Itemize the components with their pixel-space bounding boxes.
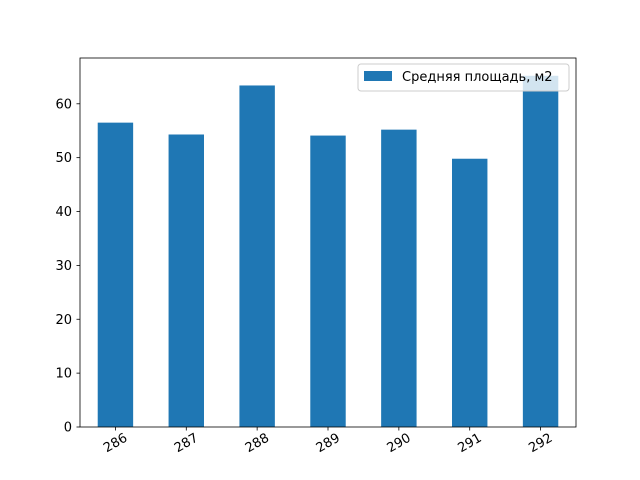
y-tick-label: 40 [55, 205, 72, 220]
y-tick-label: 60 [55, 97, 72, 112]
bar-288 [239, 85, 275, 427]
y-tick-label: 30 [55, 259, 72, 274]
x-tick-label-292: 292 [526, 431, 555, 456]
bar-289 [310, 135, 346, 427]
y-tick-label: 0 [64, 421, 72, 436]
x-tick-label-290: 290 [385, 431, 414, 456]
x-tick-label-289: 289 [314, 431, 343, 456]
legend-label: Средняя площадь, м2 [402, 70, 553, 85]
legend-frame [357, 63, 570, 92]
y-tick-label: 10 [55, 367, 72, 382]
bar-291 [452, 158, 488, 427]
x-tick-label-291: 291 [455, 431, 484, 456]
x-tick-label-288: 288 [243, 431, 272, 456]
bar-290 [381, 129, 417, 427]
legend-swatch [364, 71, 392, 81]
bar-292 [522, 75, 559, 427]
x-tick-label-286: 286 [101, 431, 130, 456]
x-tick-label-287: 287 [172, 431, 201, 456]
bars-layer [97, 75, 559, 428]
bar-286 [97, 122, 134, 427]
legend: Средняя площадь, м2 [357, 63, 570, 92]
y-tick-label: 20 [55, 313, 72, 328]
y-tick-label: 50 [55, 151, 72, 166]
bar-287 [168, 134, 204, 428]
